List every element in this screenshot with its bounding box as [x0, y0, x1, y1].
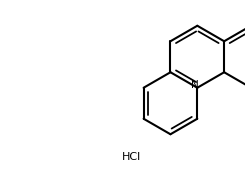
- Text: N: N: [191, 80, 199, 90]
- Text: HCl: HCl: [122, 152, 141, 163]
